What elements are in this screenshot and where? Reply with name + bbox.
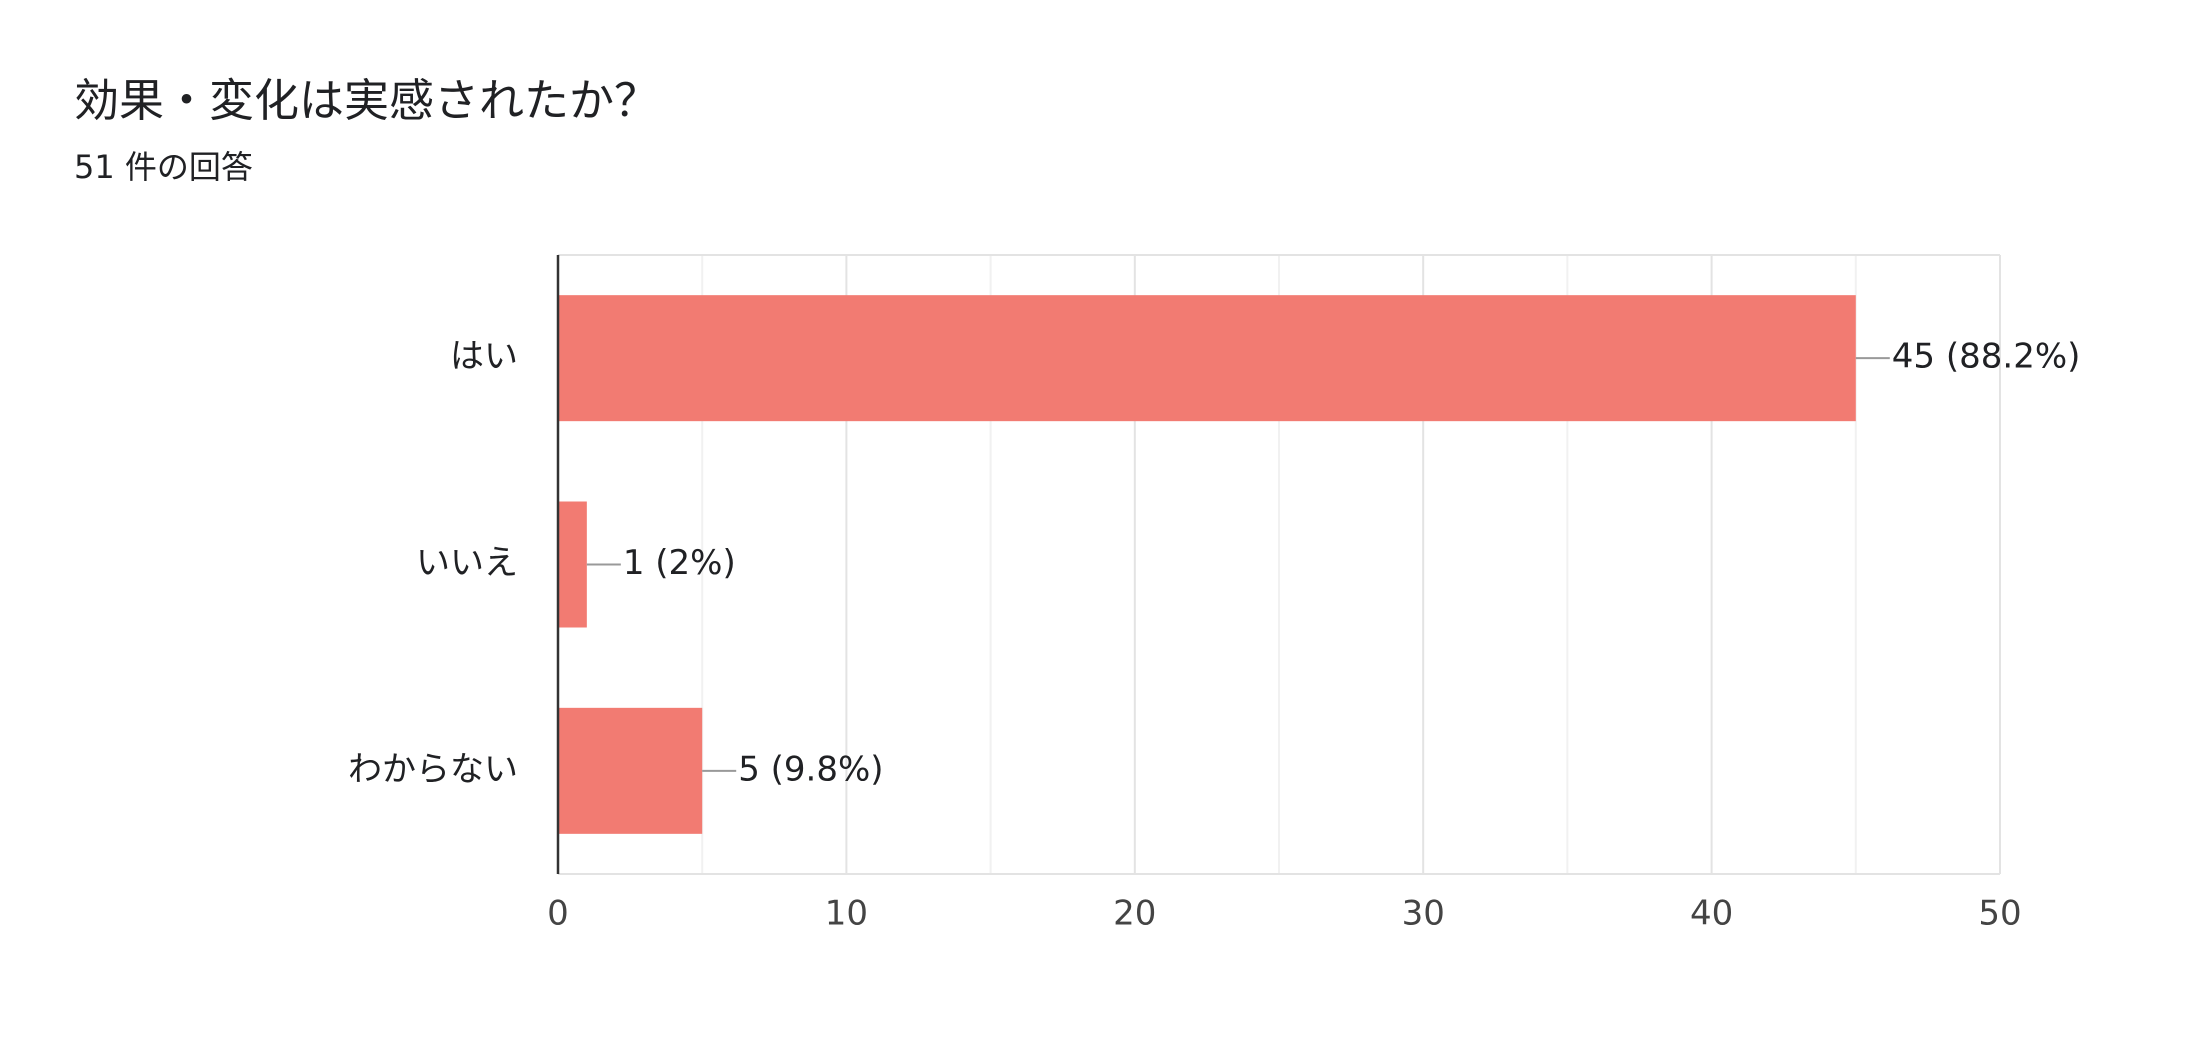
bar: [558, 295, 1856, 422]
value-label: 1 (2%): [623, 543, 736, 583]
y-tick-label: わからない: [348, 749, 518, 789]
value-label: 45 (88.2%): [1892, 337, 2081, 377]
x-tick-label: 50: [1978, 894, 2021, 934]
value-label: 5 (9.8%): [738, 749, 883, 789]
x-tick-label: 10: [825, 894, 868, 934]
y-tick-label: はい: [450, 337, 518, 377]
chart-subtitle: 51 件の回答: [74, 148, 253, 186]
bar: [558, 707, 703, 834]
y-tick-label: いいえ: [416, 543, 518, 583]
bar: [558, 501, 587, 628]
x-tick-label: 30: [1402, 894, 1445, 934]
x-tick-label: 20: [1113, 894, 1156, 934]
chart-title: 効果・変化は実感されたか？: [74, 74, 659, 127]
x-tick-label: 40: [1690, 894, 1733, 934]
x-tick-label: 0: [547, 894, 569, 934]
